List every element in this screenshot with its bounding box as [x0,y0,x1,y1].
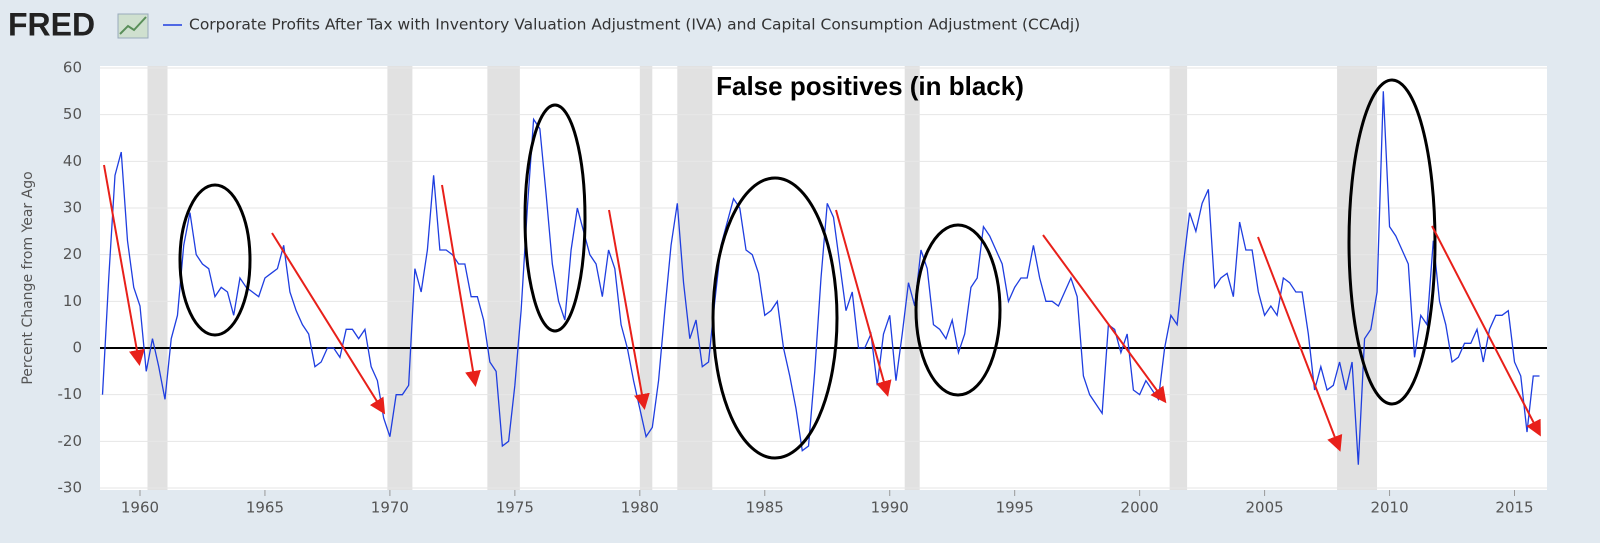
recession-band [1169,66,1188,490]
annotation-title: False positives (in black) [716,71,1024,101]
y-tick-label: -30 [58,479,83,497]
y-tick-label: 40 [63,152,82,170]
x-tick-label: 1975 [496,499,534,517]
series [101,91,1540,465]
y-tick-label: 10 [63,292,82,310]
x-tick-label: 1965 [246,499,284,517]
grid [100,67,1547,496]
recession-band [639,66,653,490]
x-tick-label: 2010 [1370,499,1408,517]
recession-band [387,66,413,490]
x-tick-label: 1970 [371,499,409,517]
y-tick-label: 30 [63,199,82,217]
legend-label: Corporate Profits After Tax with Invento… [189,16,1080,34]
recession-band [147,66,168,490]
recession-band [904,66,920,490]
recession-band [487,66,520,490]
recession-band [1337,66,1378,490]
annotation-arrows [103,164,1541,452]
x-tick-label: 2005 [1246,499,1284,517]
x-tick-label: 1995 [996,499,1034,517]
x-tick-label: 1980 [621,499,659,517]
x-tick-label: 2015 [1495,499,1533,517]
y-tick-label: 50 [63,105,82,123]
logo-icon [117,13,149,39]
annotation-ellipses [178,78,1437,460]
x-tick-label: 1985 [746,499,784,517]
x-tick-label: 1990 [871,499,909,517]
logo: FRED [8,6,95,42]
y-tick-label: -10 [58,385,83,403]
y-tick-label: -20 [58,432,83,450]
y-axis-label: Percent Change from Year Ago [20,171,36,384]
x-tick-label: 2000 [1121,499,1159,517]
y-tick-label: 0 [72,339,82,357]
x-tick-label: 1960 [121,499,159,517]
y-tick-label: 60 [63,59,82,77]
y-tick-label: 20 [63,245,82,263]
plot-area [100,66,1547,490]
series-line [101,91,1540,465]
